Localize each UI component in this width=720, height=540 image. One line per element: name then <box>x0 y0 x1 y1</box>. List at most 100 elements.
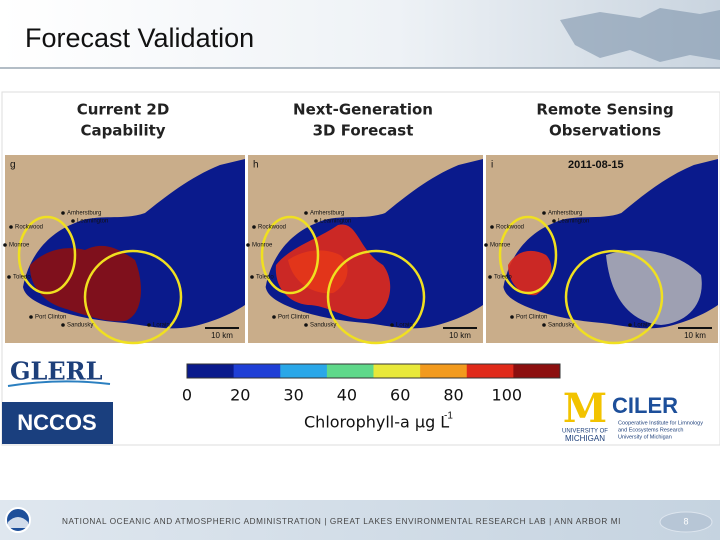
highlight-circle <box>498 215 558 295</box>
map-panel: Amherstburg Leamington Rockwood Monroe Toled… <box>484 155 718 345</box>
place-label: Lorain <box>634 323 651 329</box>
place-label: Rockwood <box>258 225 286 231</box>
panel-letter: i <box>491 160 493 171</box>
great-lakes-silhouette <box>560 8 720 62</box>
colorbar-tick-label: 40 <box>337 386 357 405</box>
scale-bar <box>678 327 712 329</box>
highlight-circle <box>564 249 664 345</box>
place-dot <box>542 211 546 215</box>
page-number-badge <box>659 511 713 533</box>
highlight-circle <box>83 249 183 345</box>
place-dot <box>7 275 11 279</box>
place-dot <box>552 219 556 223</box>
place-label: Port Clinton <box>278 315 309 321</box>
ciler-sub: University of Michigan <box>618 434 672 440</box>
footer-band <box>0 500 720 540</box>
place-dot <box>510 315 514 319</box>
highlight-circle <box>17 215 77 295</box>
place-label: Toledo <box>13 275 31 281</box>
colorbar-tick-label: 0 <box>182 386 192 405</box>
panel-heading: 3D Forecast <box>313 122 414 140</box>
bloom <box>275 224 391 320</box>
ciler-sub: and Ecosystems Research <box>618 427 683 433</box>
place-label: Toledo <box>256 275 274 281</box>
place-dot <box>628 323 632 327</box>
colorbar-segment <box>420 364 468 378</box>
panel-heading: Remote Sensing <box>536 101 673 119</box>
panel-letter: g <box>10 160 16 171</box>
scale-label: 10 km <box>211 331 233 340</box>
scale-bar <box>443 327 477 329</box>
colorbar-tick-label: 60 <box>390 386 410 405</box>
place-label: Sandusky <box>548 323 574 329</box>
colorbar: 0 20 30 40 60 80 100 Chlorophyll-a μg L-1 <box>182 363 561 432</box>
page-number: 8 <box>683 516 688 526</box>
place-label: Monroe <box>490 243 511 249</box>
colorbar-segment <box>187 364 235 378</box>
place-dot <box>484 243 488 247</box>
highlight-circle <box>260 215 320 295</box>
place-label: Amherstburg <box>67 211 101 217</box>
no-data <box>606 250 702 325</box>
nccos-logo-box <box>2 402 113 444</box>
colorbar-label: Chlorophyll-a μg L <box>304 413 449 432</box>
place-dot <box>29 315 33 319</box>
place-dot <box>61 211 65 215</box>
place-dot <box>61 323 65 327</box>
place-dot <box>250 275 254 279</box>
colorbar-outline <box>186 363 561 379</box>
colorbar-label-superscript: -1 <box>444 411 453 422</box>
colorbar-tick-label: 100 <box>492 386 523 405</box>
place-label: Toledo <box>494 275 512 281</box>
place-label: Sandusky <box>310 323 336 329</box>
footer-text: NATIONAL OCEANIC AND ATMOSPHERIC ADMINIS… <box>62 517 621 526</box>
ciler-logo: CILER <box>612 393 678 418</box>
place-dot <box>304 323 308 327</box>
scale-label: 10 km <box>449 331 471 340</box>
panels: Amherstburg Leamington Rockwood Monroe Toled… <box>3 101 718 345</box>
place-label: Leamington <box>320 219 351 225</box>
colorbar-segment <box>326 364 374 378</box>
place-dot <box>390 323 394 327</box>
place-label: Port Clinton <box>35 315 66 321</box>
ciler-sub: Cooperative Institute for Limnology <box>618 420 703 426</box>
panel-heading: Current 2D <box>77 101 170 119</box>
place-label: Lorain <box>396 323 413 329</box>
place-label: Amherstburg <box>310 211 344 217</box>
place-label: Monroe <box>9 243 30 249</box>
place-label: Rockwood <box>15 225 43 231</box>
map-panel: Amherstburg Leamington Rockwood Monroe Toled… <box>3 155 245 345</box>
place-dot <box>314 219 318 223</box>
place-dot <box>147 323 151 327</box>
place-label: Monroe <box>252 243 273 249</box>
place-dot <box>272 315 276 319</box>
panel-heading: Next-Generation <box>293 101 433 119</box>
place-label: Leamington <box>77 219 108 225</box>
place-label: Sandusky <box>67 323 93 329</box>
colorbar-tick-label: 30 <box>283 386 303 405</box>
place-dot <box>542 323 546 327</box>
umich-block-m: M <box>563 385 607 432</box>
panel-letter: h <box>253 160 259 171</box>
place-dot <box>3 243 7 247</box>
place-dot <box>246 243 250 247</box>
slide-title: Forecast Validation <box>25 23 254 53</box>
place-label: Leamington <box>558 219 589 225</box>
scale-label: 10 km <box>684 331 706 340</box>
panel-heading: Capability <box>80 122 165 140</box>
place-dot <box>490 225 494 229</box>
nccos-logo: NCCOS <box>17 410 96 435</box>
noaa-logo-wave <box>8 517 28 528</box>
colorbar-segment <box>373 364 421 378</box>
panel-heading: Observations <box>549 122 661 140</box>
highlight-circle <box>326 249 426 345</box>
place-dot <box>252 225 256 229</box>
place-dot <box>9 225 13 229</box>
bloom <box>29 245 141 322</box>
panel-date: 2011-08-15 <box>568 159 624 171</box>
colorbar-segment <box>513 364 561 378</box>
place-label: Lorain <box>153 323 170 329</box>
umich-line: UNIVERSITY OF <box>562 429 608 435</box>
place-label: Rockwood <box>496 225 524 231</box>
